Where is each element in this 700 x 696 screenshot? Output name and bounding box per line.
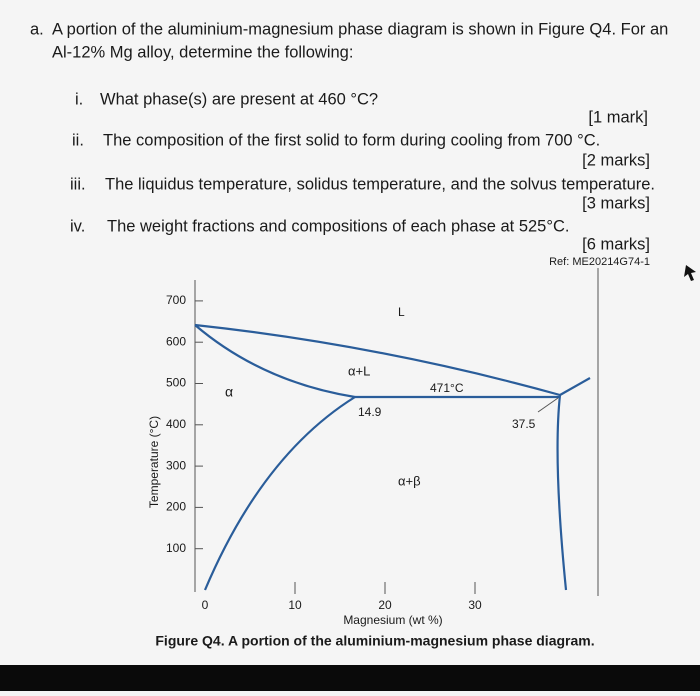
y-axis-title: Temperature (°C) [147, 416, 161, 508]
reference: Ref: ME20214G74-1 [549, 256, 650, 268]
y-tick-label: 100 [166, 541, 186, 555]
item-label: iv. [70, 217, 85, 235]
liquidus [194, 323, 561, 397]
item-text: What phase(s) are present at 460 °C? [100, 90, 378, 108]
y-tick-label: 600 [166, 334, 186, 348]
beta-liquidus [559, 377, 591, 396]
solidus [194, 324, 356, 399]
bottom-band [0, 665, 700, 691]
leader [537, 397, 559, 413]
background [0, 0, 700, 665]
item-marks: [1 mark] [588, 108, 648, 126]
question-label: a. [30, 20, 44, 38]
x-tick-label: 10 [288, 598, 302, 612]
item-text: The weight fractions and compositions of… [107, 217, 569, 235]
x-axis-title: Magnesium (wt %) [343, 613, 442, 627]
item-marks: [6 marks] [582, 235, 650, 253]
x-tick-label: 0 [202, 598, 209, 612]
annotation: α+β [398, 473, 421, 488]
y-tick-label: 400 [166, 417, 186, 431]
x-tick-label: 20 [378, 598, 392, 612]
item-marks: [2 marks] [582, 151, 650, 169]
annotation: α [225, 384, 233, 400]
x-tick-label: 30 [468, 598, 482, 612]
annotation: 14.9 [358, 405, 382, 419]
annotation: L [398, 305, 405, 319]
item-text: The liquidus temperature, solidus temper… [105, 175, 655, 193]
item-text: The composition of the first solid to fo… [103, 131, 600, 149]
solvus [203, 396, 356, 591]
y-tick-label: 300 [166, 458, 186, 472]
annotation: 37.5 [512, 417, 536, 431]
y-tick-label: 500 [166, 376, 186, 390]
y-tick-label: 700 [166, 293, 186, 307]
item-label: i. [75, 90, 83, 108]
beta-solvus [556, 394, 568, 591]
question-line: A portion of the aluminium-magnesium pha… [52, 20, 668, 38]
y-tick-label: 200 [166, 500, 186, 514]
item-label: iii. [70, 175, 86, 193]
caption: Figure Q4. A portion of the aluminium-ma… [155, 633, 594, 649]
cursor [684, 265, 696, 281]
annotation: 471°C [430, 381, 464, 395]
annotation: α+L [348, 363, 370, 378]
item-label: ii. [72, 131, 84, 149]
question-line: Al-12% Mg alloy, determine the following… [52, 43, 353, 61]
item-marks: [3 marks] [582, 194, 650, 212]
phase-diagram: α α+L L 471°C 14.9 37.5 α+β Temperature … [147, 268, 599, 627]
